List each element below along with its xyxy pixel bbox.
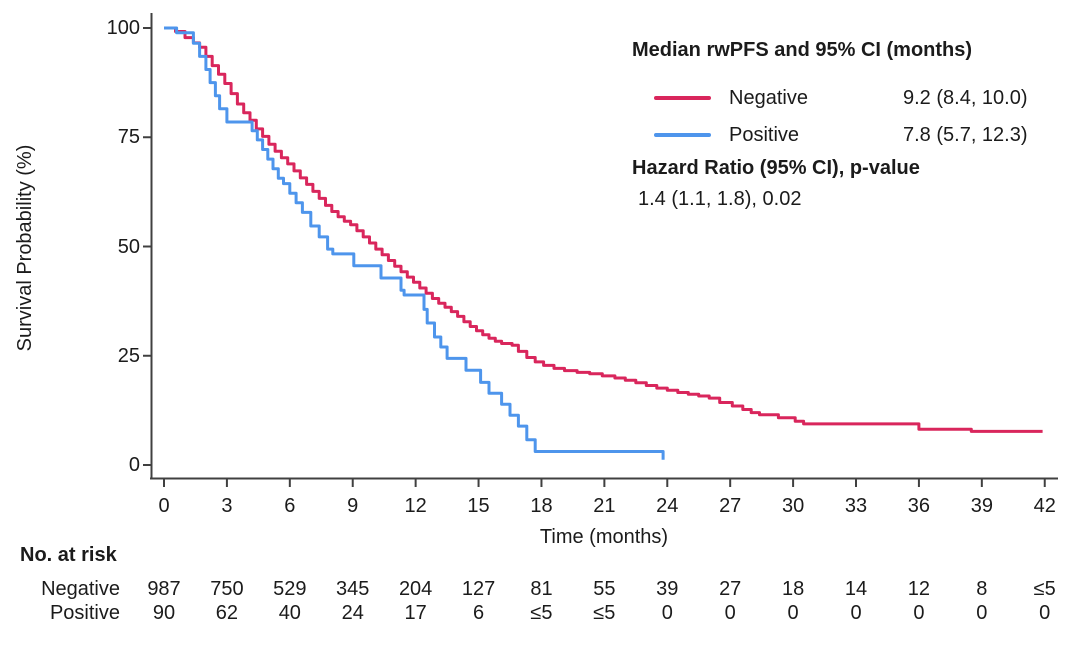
risk-cell-negative-21: 55	[593, 578, 616, 600]
x-tick-label: 3	[221, 495, 233, 517]
risk-cell-positive-15: 6	[472, 602, 485, 624]
risk-cell-positive-9: 24	[341, 602, 364, 624]
risk-cell-positive-39: 0	[976, 602, 988, 624]
x-tick-label: 9	[347, 495, 359, 517]
x-tick-label: 24	[656, 495, 679, 517]
risk-cell-negative-15: 127	[461, 578, 496, 600]
risk-cell-negative-24: 39	[656, 578, 679, 600]
legend-median-positive: 7.8 (5.7, 12.3)	[903, 124, 1028, 146]
risk-cell-negative-30: 18	[781, 578, 805, 600]
x-tick-label: 36	[907, 495, 931, 517]
legend-label-positive: Positive	[729, 124, 800, 146]
axis-layer	[143, 13, 1058, 487]
positive-line-swatch-icon	[654, 133, 711, 137]
negative-line-swatch-icon	[654, 96, 711, 100]
risk-cell-negative-0: 987	[147, 578, 181, 600]
risk-cell-negative-39: 8	[976, 578, 988, 600]
x-tick-label: 39	[970, 495, 993, 517]
x-tick-label: 15	[467, 495, 490, 517]
x-tick-label: 0	[158, 495, 170, 517]
y-tick-label: 50	[117, 235, 140, 258]
risk-cell-positive-24: 0	[661, 602, 673, 624]
risk-cell-positive-6: 40	[278, 602, 301, 624]
risk-cell-positive-36: 0	[913, 602, 925, 624]
risk-cell-positive-27: 0	[724, 602, 736, 624]
risk-cell-positive-18: ≤5	[530, 602, 553, 624]
hazard-ratio-title: Hazard Ratio (95% CI), p-value	[632, 157, 920, 179]
risk-cell-positive-3: 62	[215, 602, 239, 624]
risk-cell-negative-3: 750	[210, 578, 244, 600]
x-tick-label: 6	[284, 495, 296, 517]
risk-cell-positive-42: 0	[1039, 602, 1051, 624]
risk-cell-positive-33: 0	[850, 602, 862, 624]
risk-cell-negative-9: 345	[336, 578, 370, 600]
survival-curve-positive	[164, 26, 665, 460]
x-tick-label: 30	[781, 495, 805, 517]
risk-cell-negative-18: 81	[530, 578, 553, 600]
risk-cell-positive-0: 90	[152, 602, 176, 624]
x-tick-label: 27	[719, 495, 742, 517]
y-tick-label: 100	[106, 17, 140, 39]
risk-cell-negative-6: 529	[273, 578, 307, 600]
x-axis-title: Time (months)	[539, 526, 669, 548]
y-tick-label: 25	[117, 344, 140, 367]
legend-label-negative: Negative	[729, 87, 808, 109]
survival-curve-negative	[164, 26, 1043, 433]
legend-median-negative: 9.2 (8.4, 10.0)	[903, 87, 1028, 109]
x-tick-label: 21	[593, 495, 616, 517]
hazard-ratio-value: 1.4 (1.1, 1.8), 0.02	[638, 188, 802, 210]
risk-row-label-positive: Positive	[49, 602, 120, 624]
y-axis-title: Survival Probability (%)	[14, 144, 36, 352]
risk-cell-negative-33: 14	[844, 578, 868, 600]
x-tick-label: 42	[1033, 495, 1056, 517]
risk-cell-positive-12: 17	[404, 602, 427, 624]
x-tick-label: 18	[530, 495, 553, 517]
y-tick-label: 75	[117, 126, 140, 149]
risk-table-title: No. at risk	[20, 544, 117, 566]
risk-cell-positive-21: ≤5	[593, 602, 616, 624]
risk-row-label-negative: Negative	[41, 578, 120, 600]
risk-cell-negative-42: ≤5	[1033, 578, 1056, 600]
risk-cell-negative-36: 12	[907, 578, 931, 600]
legend-title: Median rwPFS and 95% CI (months)	[632, 39, 973, 61]
survival-curves	[164, 26, 1043, 460]
y-tick-label: 0	[128, 454, 140, 476]
risk-cell-negative-27: 27	[719, 578, 742, 600]
risk-cell-positive-30: 0	[787, 602, 799, 624]
x-tick-label: 12	[404, 495, 427, 517]
risk-cell-negative-12: 204	[398, 578, 433, 600]
x-tick-label: 33	[844, 495, 868, 517]
